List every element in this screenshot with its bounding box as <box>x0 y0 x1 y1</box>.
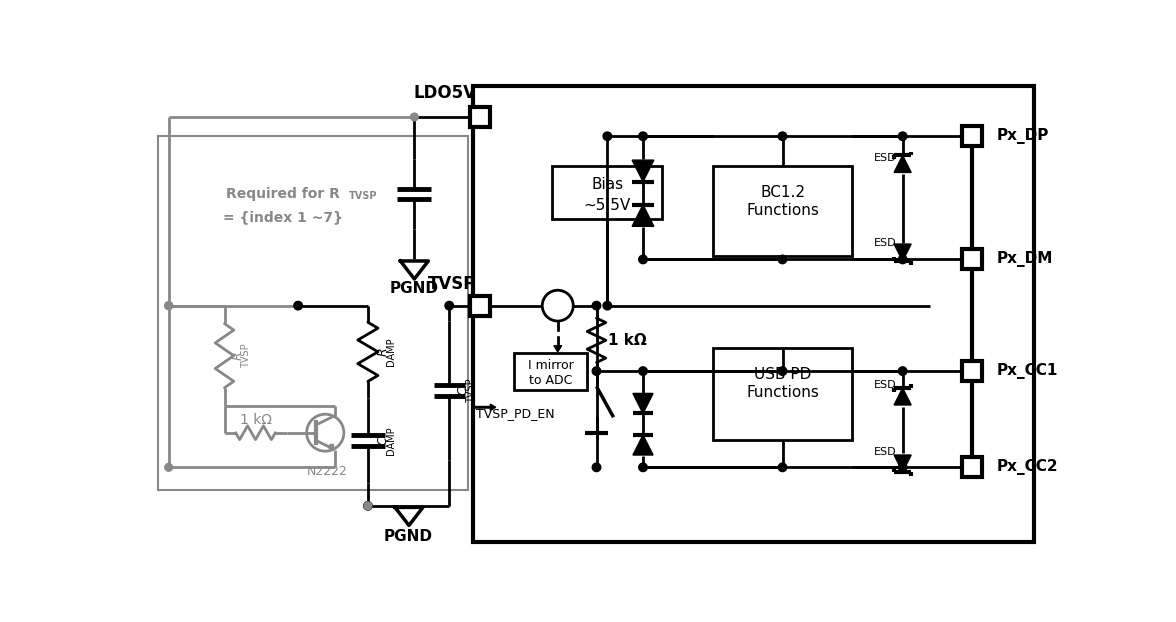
Circle shape <box>165 302 173 310</box>
Circle shape <box>165 463 173 471</box>
Polygon shape <box>633 160 654 182</box>
Circle shape <box>779 255 787 264</box>
Text: ESD: ESD <box>874 153 896 163</box>
Bar <box>158 136 468 490</box>
Circle shape <box>593 463 601 471</box>
Bar <box>514 353 587 391</box>
Polygon shape <box>894 455 911 472</box>
Text: Px_DP: Px_DP <box>996 128 1049 144</box>
FancyArrow shape <box>474 404 496 411</box>
Circle shape <box>639 367 647 375</box>
Bar <box>962 361 982 381</box>
Text: ~5.5V: ~5.5V <box>583 198 632 213</box>
Text: R: R <box>376 348 390 356</box>
Text: Functions: Functions <box>746 385 818 400</box>
Circle shape <box>445 302 454 310</box>
Polygon shape <box>633 435 653 455</box>
Polygon shape <box>894 388 911 405</box>
Circle shape <box>639 132 647 141</box>
Circle shape <box>365 502 372 509</box>
Bar <box>713 165 853 256</box>
Circle shape <box>898 463 907 471</box>
Text: C: C <box>376 436 390 445</box>
Text: ESD: ESD <box>874 380 896 390</box>
Polygon shape <box>894 156 911 172</box>
Polygon shape <box>400 261 428 279</box>
Circle shape <box>898 367 907 375</box>
Circle shape <box>165 302 173 310</box>
Circle shape <box>294 302 302 310</box>
Text: Bias: Bias <box>592 177 623 192</box>
Text: ESD: ESD <box>874 447 896 457</box>
Text: BC1.2: BC1.2 <box>760 185 806 200</box>
Text: 1 kΩ: 1 kΩ <box>240 414 272 427</box>
Circle shape <box>410 113 419 121</box>
Text: Px_CC1: Px_CC1 <box>996 363 1057 379</box>
Polygon shape <box>633 205 654 226</box>
Text: DAMP: DAMP <box>386 426 396 455</box>
Text: R: R <box>232 351 245 360</box>
Text: 1 kΩ: 1 kΩ <box>608 333 647 348</box>
Bar <box>962 249 982 269</box>
Circle shape <box>294 302 302 310</box>
Text: DAMP: DAMP <box>386 338 396 366</box>
FancyArrow shape <box>554 346 562 352</box>
Circle shape <box>779 463 787 471</box>
Text: USB PD: USB PD <box>754 368 811 383</box>
Text: to ADC: to ADC <box>529 374 572 387</box>
Bar <box>962 457 982 477</box>
Circle shape <box>898 255 907 264</box>
Text: I mirror: I mirror <box>528 359 573 372</box>
Circle shape <box>593 302 601 310</box>
Text: C: C <box>456 386 469 395</box>
Text: TVSP: TVSP <box>241 343 252 368</box>
Polygon shape <box>633 394 653 414</box>
Polygon shape <box>894 244 911 261</box>
FancyArrow shape <box>329 444 334 449</box>
Circle shape <box>603 302 612 310</box>
Circle shape <box>779 132 787 141</box>
Circle shape <box>639 255 647 264</box>
Circle shape <box>363 501 372 510</box>
Circle shape <box>603 132 612 141</box>
Text: Required for R: Required for R <box>226 187 340 201</box>
Text: TVSP_PD_EN: TVSP_PD_EN <box>476 407 555 420</box>
Bar <box>553 165 662 220</box>
Polygon shape <box>395 508 423 526</box>
Text: Functions: Functions <box>746 203 818 218</box>
Bar <box>470 107 490 127</box>
Text: Px_DM: Px_DM <box>996 251 1053 267</box>
Circle shape <box>779 367 787 375</box>
Bar <box>713 348 853 440</box>
Text: TVSP: TVSP <box>466 378 476 402</box>
Text: Px_CC2: Px_CC2 <box>996 459 1058 475</box>
Circle shape <box>639 463 647 471</box>
Circle shape <box>898 132 907 141</box>
Text: PGND: PGND <box>390 281 439 296</box>
Text: TVSP: TVSP <box>348 191 377 201</box>
Bar <box>473 86 1035 542</box>
Text: PGND: PGND <box>385 529 433 544</box>
Text: TVSP: TVSP <box>428 275 476 293</box>
Text: N2222: N2222 <box>307 465 347 478</box>
Text: ESD: ESD <box>874 238 896 248</box>
Text: LDO5V: LDO5V <box>414 84 476 102</box>
Bar <box>962 126 982 146</box>
Bar <box>470 295 490 315</box>
Circle shape <box>593 367 601 375</box>
Text: = {index 1 ~7}: = {index 1 ~7} <box>222 210 342 224</box>
